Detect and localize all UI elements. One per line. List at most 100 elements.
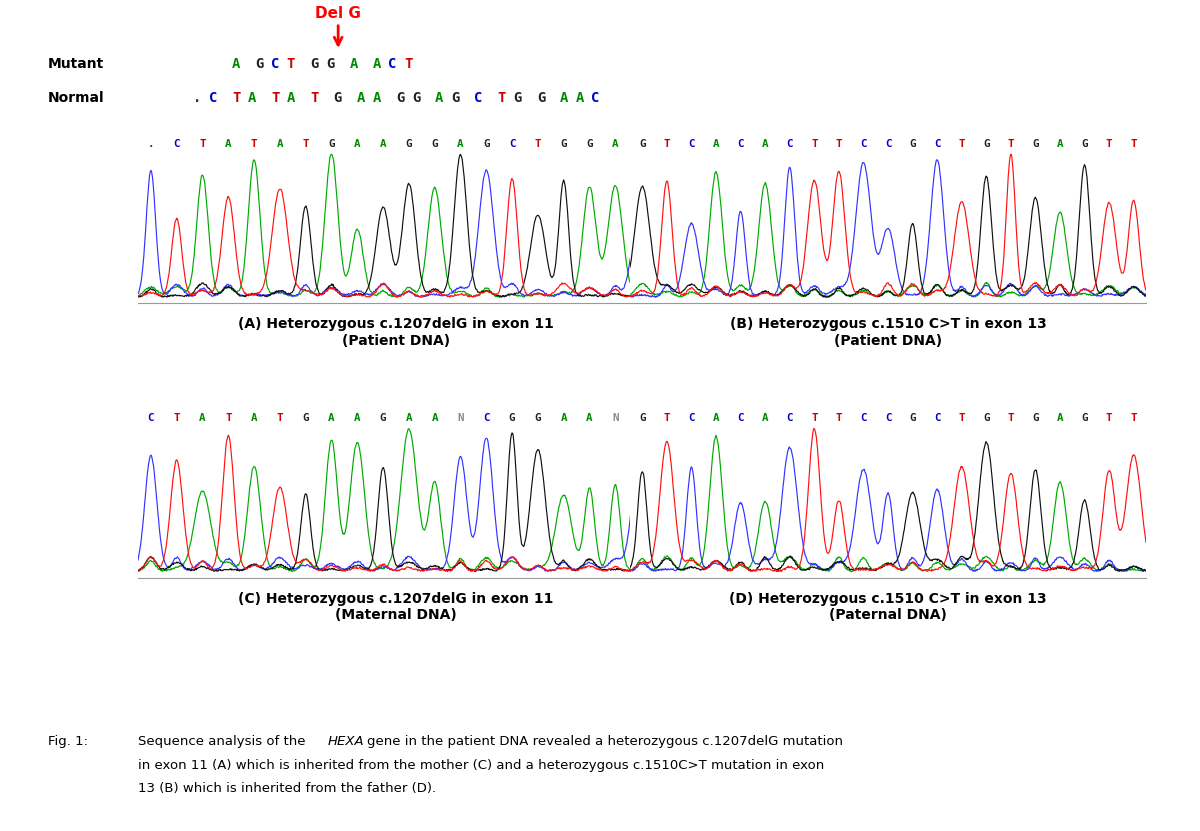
Text: G: G — [484, 139, 490, 149]
Text: G: G — [560, 139, 566, 149]
Text: T: T — [311, 91, 319, 105]
Text: T: T — [226, 413, 232, 423]
Text: A: A — [251, 413, 257, 423]
Text: T: T — [251, 139, 257, 149]
Text: T: T — [959, 413, 965, 423]
Text: A: A — [277, 139, 283, 149]
Text: A: A — [1057, 139, 1063, 149]
Text: G: G — [256, 57, 264, 71]
Text: G: G — [535, 413, 541, 423]
Text: T: T — [811, 413, 817, 423]
Text: Fig. 1:: Fig. 1: — [48, 735, 88, 749]
Text: C: C — [786, 139, 793, 149]
Text: A: A — [713, 413, 719, 423]
Text: A: A — [406, 413, 412, 423]
Text: C: C — [209, 91, 217, 105]
Text: C: C — [737, 413, 744, 423]
Text: (A) Heterozygous c.1207delG in exon 11
(Patient DNA): (A) Heterozygous c.1207delG in exon 11 (… — [238, 317, 554, 347]
Text: C: C — [688, 413, 695, 423]
Text: A: A — [287, 91, 295, 105]
Text: T: T — [664, 139, 670, 149]
Text: C: C — [884, 413, 892, 423]
Text: T: T — [1008, 139, 1014, 149]
Text: C: C — [934, 413, 941, 423]
Text: G: G — [1032, 139, 1039, 149]
Text: C: C — [664, 139, 670, 149]
Text: C: C — [484, 413, 490, 423]
Text: A: A — [576, 91, 584, 105]
Text: G: G — [1081, 139, 1088, 149]
Text: G: G — [536, 91, 545, 105]
Text: gene in the patient DNA revealed a heterozygous c.1207delG mutation: gene in the patient DNA revealed a heter… — [367, 735, 844, 749]
Text: G: G — [334, 91, 342, 105]
Text: T: T — [199, 139, 205, 149]
Text: G: G — [380, 413, 386, 423]
Text: T: T — [232, 91, 240, 105]
Text: A: A — [354, 139, 360, 149]
Text: A: A — [560, 413, 566, 423]
Text: in exon 11 (A) which is inherited from the mother (C) and a heterozygous c.1510C: in exon 11 (A) which is inherited from t… — [138, 759, 824, 772]
Text: G: G — [910, 139, 916, 149]
Text: G: G — [640, 139, 646, 149]
Text: A: A — [380, 139, 386, 149]
Text: G: G — [432, 139, 438, 149]
Text: G: G — [311, 57, 319, 71]
Text: N: N — [457, 413, 463, 423]
Text: Sequence analysis of the: Sequence analysis of the — [138, 735, 310, 749]
Text: C: C — [786, 413, 793, 423]
Text: T: T — [835, 139, 842, 149]
Text: Mutant: Mutant — [48, 57, 104, 71]
Text: T: T — [498, 91, 506, 105]
Text: A: A — [1057, 413, 1063, 423]
Text: T: T — [811, 139, 817, 149]
Text: A: A — [638, 139, 644, 149]
Text: G: G — [509, 413, 515, 423]
Text: A: A — [457, 139, 463, 149]
Text: A: A — [713, 139, 719, 149]
Text: T: T — [271, 91, 280, 105]
Text: G: G — [396, 91, 404, 105]
Text: G: G — [514, 91, 522, 105]
Text: (C) Heterozygous c.1207delG in exon 11
(Maternal DNA): (C) Heterozygous c.1207delG in exon 11 (… — [239, 592, 553, 622]
Text: G: G — [329, 139, 335, 149]
Text: Normal: Normal — [48, 91, 104, 105]
Text: G: G — [983, 139, 990, 149]
Text: T: T — [1106, 413, 1112, 423]
Text: T: T — [302, 139, 308, 149]
Text: C: C — [688, 139, 695, 149]
Text: A: A — [199, 413, 205, 423]
Text: T: T — [287, 57, 295, 71]
Text: A: A — [762, 139, 768, 149]
Text: C: C — [934, 139, 941, 149]
Text: A: A — [560, 91, 569, 105]
Text: C: C — [509, 139, 515, 149]
Text: N: N — [612, 413, 618, 423]
Text: C: C — [592, 91, 600, 105]
Text: C: C — [474, 91, 482, 105]
Text: C: C — [389, 57, 397, 71]
Text: A: A — [373, 57, 382, 71]
Text: G: G — [587, 139, 593, 149]
Text: Del G: Del G — [316, 6, 361, 22]
Text: (B) Heterozygous c.1510 C>T in exon 13
(Patient DNA): (B) Heterozygous c.1510 C>T in exon 13 (… — [730, 317, 1046, 347]
Text: A: A — [247, 91, 256, 105]
Text: C: C — [271, 57, 280, 71]
Text: C: C — [638, 413, 644, 423]
Text: A: A — [436, 91, 444, 105]
Text: A: A — [587, 413, 593, 423]
Text: C: C — [860, 139, 866, 149]
Text: T: T — [404, 57, 413, 71]
Text: C: C — [148, 413, 154, 423]
Text: A: A — [358, 91, 366, 105]
Text: G: G — [910, 413, 916, 423]
Text: C: C — [884, 139, 892, 149]
Text: A: A — [354, 413, 360, 423]
Text: C: C — [174, 139, 180, 149]
Text: A: A — [432, 413, 438, 423]
Text: A: A — [329, 413, 335, 423]
Text: T: T — [835, 413, 842, 423]
Text: G: G — [1032, 413, 1039, 423]
Text: G: G — [406, 139, 412, 149]
Text: A: A — [349, 57, 358, 71]
Text: T: T — [174, 413, 180, 423]
